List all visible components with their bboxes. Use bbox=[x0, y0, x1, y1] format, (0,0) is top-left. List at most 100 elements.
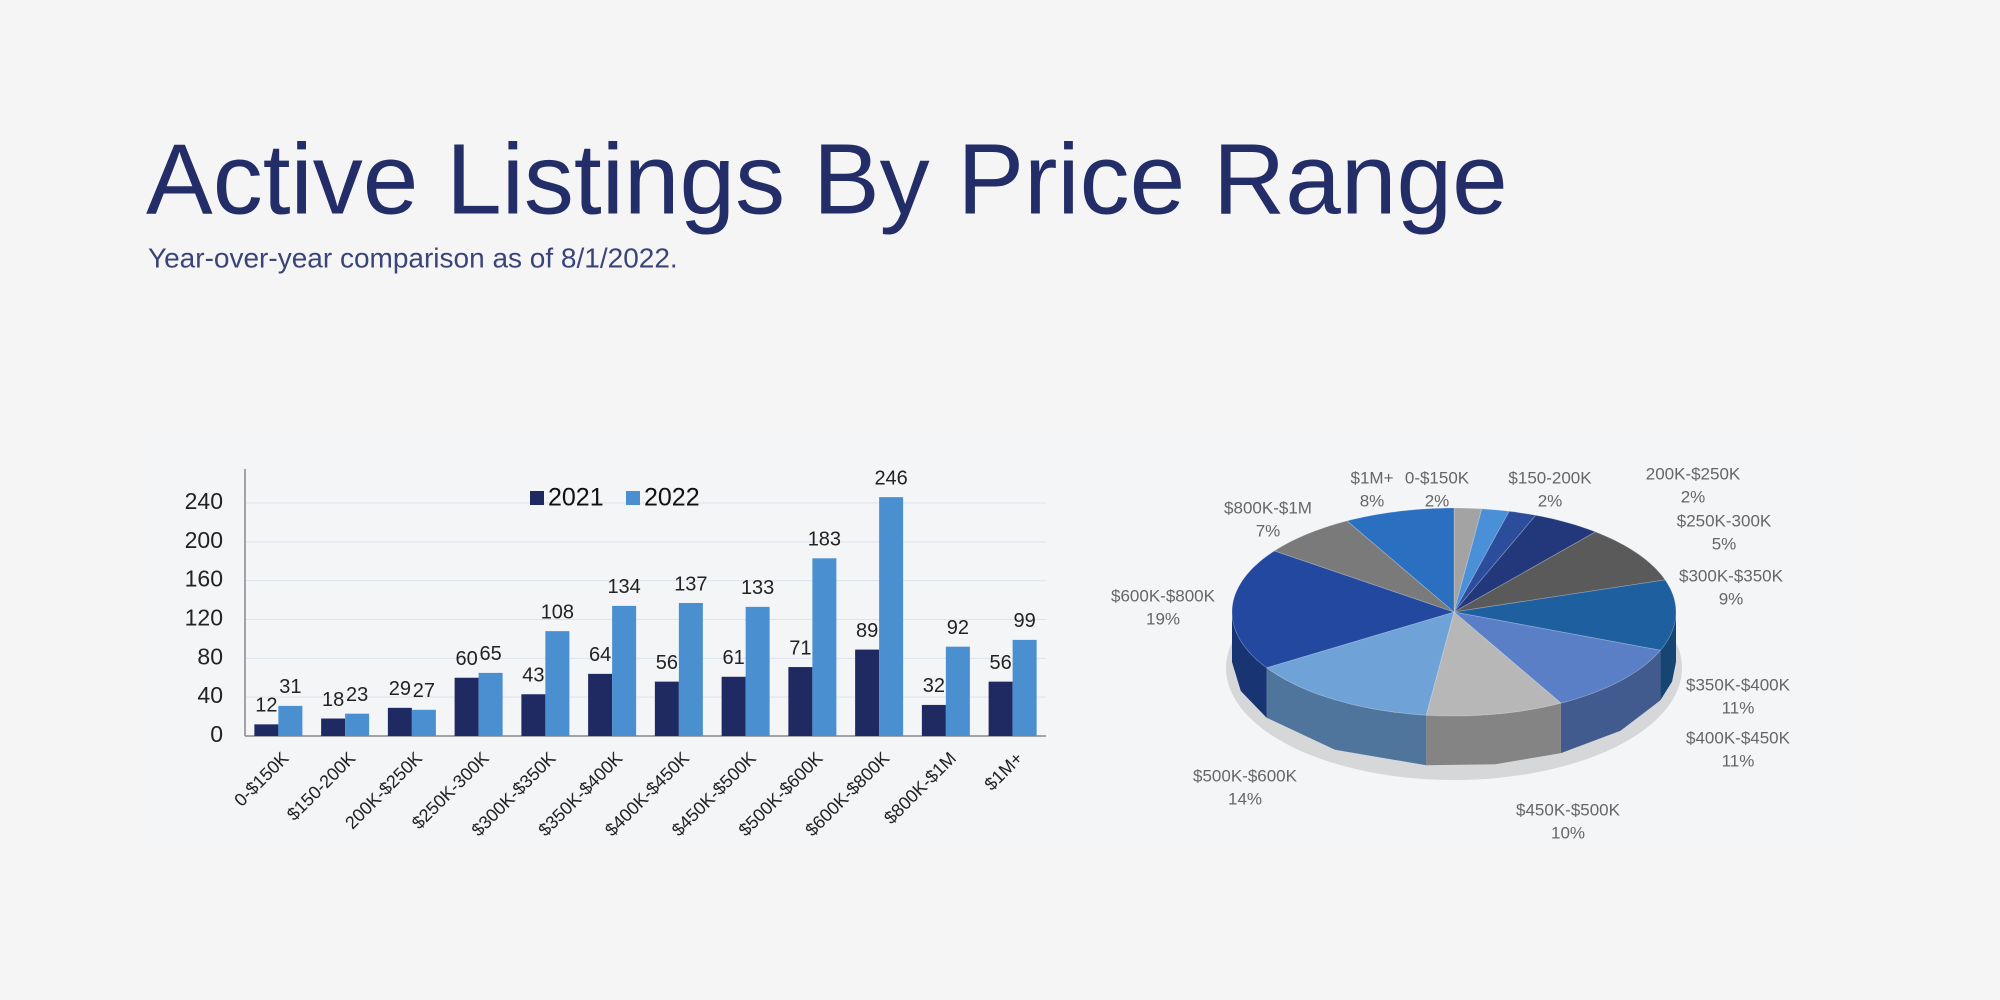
pie-value-label: 9% bbox=[1719, 589, 1744, 608]
pie-value-label: 14% bbox=[1228, 789, 1262, 808]
bar bbox=[788, 667, 813, 736]
pie-label: 0-$150K bbox=[1405, 468, 1470, 487]
pie-side bbox=[1232, 612, 1267, 718]
data-label: 108 bbox=[541, 601, 574, 623]
data-label: 61 bbox=[723, 647, 745, 669]
pie-slice bbox=[1346, 507, 1455, 613]
pie-slice bbox=[1453, 510, 1537, 613]
y-tick-label: 240 bbox=[185, 488, 223, 514]
bar bbox=[254, 724, 279, 736]
data-label: 27 bbox=[413, 680, 435, 702]
data-label: 12 bbox=[255, 695, 277, 717]
bar bbox=[1012, 639, 1037, 736]
data-label: 31 bbox=[279, 676, 301, 698]
data-label: 32 bbox=[923, 675, 945, 697]
bar bbox=[988, 681, 1013, 736]
y-tick-label: 120 bbox=[185, 605, 223, 631]
data-label: 43 bbox=[522, 665, 544, 687]
y-tick-label: 160 bbox=[185, 566, 223, 592]
pie-slice bbox=[1425, 611, 1562, 717]
legend-label: 2021 bbox=[548, 484, 604, 512]
bar bbox=[654, 681, 679, 736]
y-tick-label: 40 bbox=[197, 682, 223, 708]
pie-label: $450K-$500K bbox=[1516, 800, 1621, 819]
pie-label: $600K-$800K bbox=[1111, 586, 1216, 605]
pie-label: $500K-$600K bbox=[1193, 766, 1298, 785]
data-label: 18 bbox=[322, 689, 344, 711]
pie-label: $400K-$450K bbox=[1686, 728, 1791, 747]
pie-slice bbox=[1453, 579, 1677, 651]
legend-label: 2022 bbox=[644, 484, 700, 512]
pie-value-label: 2% bbox=[1425, 491, 1450, 510]
pie-slice bbox=[1453, 508, 1510, 613]
pie-slice bbox=[1453, 514, 1597, 613]
bar bbox=[678, 602, 703, 736]
pie-label: $800K-$1M bbox=[1224, 498, 1312, 517]
pie-value-label: 2% bbox=[1681, 487, 1706, 506]
bar bbox=[721, 676, 746, 736]
data-label: 92 bbox=[947, 617, 969, 639]
bar bbox=[278, 705, 303, 736]
data-label: 89 bbox=[856, 620, 878, 642]
pie-slice bbox=[1453, 507, 1483, 613]
pie-value-label: 2% bbox=[1538, 491, 1563, 510]
data-label: 56 bbox=[656, 652, 678, 674]
pie-label: $150-200K bbox=[1508, 468, 1592, 487]
bar bbox=[855, 649, 880, 736]
pie-slice bbox=[1231, 550, 1456, 669]
pie-side bbox=[1426, 703, 1561, 766]
page-subtitle: Year-over-year comparison as of 8/1/2022… bbox=[148, 242, 678, 273]
pie-value-label: 19% bbox=[1146, 609, 1180, 628]
pie-label: $350K-$400K bbox=[1686, 675, 1791, 694]
data-label: 99 bbox=[1014, 610, 1036, 632]
legend-swatch bbox=[530, 491, 544, 505]
data-label: 137 bbox=[674, 573, 707, 595]
data-label: 65 bbox=[480, 643, 502, 665]
y-tick-label: 80 bbox=[197, 643, 223, 669]
data-label: 64 bbox=[589, 644, 611, 666]
bar bbox=[321, 718, 346, 736]
data-label: 23 bbox=[346, 684, 368, 706]
data-label: 56 bbox=[990, 652, 1012, 674]
y-tick-label: 200 bbox=[185, 527, 223, 553]
data-label: 246 bbox=[874, 467, 907, 489]
data-label: 60 bbox=[456, 648, 478, 670]
bar bbox=[745, 606, 770, 736]
pie-label: $250K-300K bbox=[1677, 511, 1772, 530]
pie-label: $300K-$350K bbox=[1679, 566, 1784, 585]
pie-slice bbox=[1265, 611, 1455, 716]
pie-slice bbox=[1273, 520, 1455, 613]
pie-value-label: 11% bbox=[1722, 751, 1755, 770]
pie-value-label: 8% bbox=[1360, 491, 1385, 510]
y-tick-label: 0 bbox=[210, 721, 223, 747]
pie-value-label: 11% bbox=[1722, 698, 1755, 717]
bar bbox=[612, 605, 637, 736]
legend-swatch bbox=[626, 491, 640, 505]
bar bbox=[588, 673, 613, 736]
pie-label: 200K-$250K bbox=[1646, 464, 1741, 483]
data-label: 183 bbox=[808, 529, 841, 551]
bar bbox=[879, 497, 904, 736]
bar bbox=[921, 704, 946, 736]
pie-value-label: 10% bbox=[1551, 823, 1585, 842]
bar bbox=[945, 646, 970, 736]
pie-value-label: 7% bbox=[1256, 521, 1281, 540]
bar bbox=[521, 694, 546, 736]
pie-slice bbox=[1453, 531, 1666, 613]
bar bbox=[812, 558, 837, 736]
pie-label: $1M+ bbox=[1351, 468, 1394, 487]
bar bbox=[345, 713, 370, 736]
data-label: 134 bbox=[607, 576, 640, 598]
bar bbox=[545, 631, 570, 736]
data-label: 133 bbox=[741, 577, 774, 599]
data-label: 71 bbox=[789, 637, 811, 659]
data-label: 29 bbox=[389, 678, 411, 700]
pie-side bbox=[1266, 667, 1427, 766]
bar bbox=[454, 677, 479, 736]
page-title: Active Listings By Price Range bbox=[146, 123, 1508, 235]
pie-value-label: 5% bbox=[1712, 534, 1737, 553]
pie-slice bbox=[1452, 611, 1662, 704]
bar bbox=[387, 707, 412, 736]
